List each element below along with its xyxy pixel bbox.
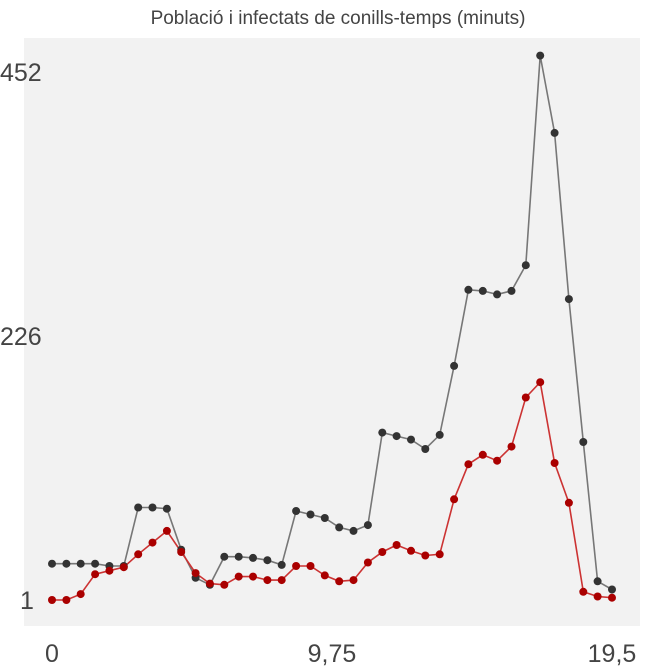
x-tick-label: 0	[45, 640, 59, 666]
series-1-point	[62, 559, 71, 568]
series-2-point	[363, 558, 372, 567]
series-1-point	[593, 577, 602, 586]
series-2-point	[205, 579, 214, 588]
series-2-point	[550, 459, 559, 467]
series-2-point	[464, 460, 473, 469]
series-1-point	[134, 503, 143, 512]
series-2-point	[177, 548, 186, 556]
series-1-point	[234, 552, 243, 561]
series-2-point	[608, 593, 616, 602]
series-2-point	[536, 378, 545, 387]
series-2-point	[76, 590, 85, 599]
series-2-point	[593, 592, 602, 601]
series-1-point	[521, 261, 530, 270]
series-2-point	[191, 569, 200, 578]
series-1-point	[220, 552, 229, 561]
series-1-point	[564, 295, 573, 304]
series-2-point	[564, 498, 573, 507]
chart-title: Població i infectats de conills-temps (m…	[151, 8, 526, 29]
series-1-line	[52, 55, 613, 591]
series-2-point	[507, 442, 516, 451]
series-2-point	[493, 456, 502, 465]
series-1-point	[378, 428, 387, 437]
series-2-point	[234, 572, 243, 581]
series-1-point	[421, 445, 430, 453]
series-2-point	[277, 576, 286, 585]
series-1-point	[263, 556, 272, 565]
series-2-point	[478, 450, 487, 459]
series-1-point	[162, 504, 171, 513]
series-2-point	[521, 393, 530, 402]
series-2-point	[378, 548, 387, 556]
series-2-point	[292, 562, 301, 570]
series-1-point	[48, 559, 56, 568]
series-1-point	[550, 128, 559, 137]
series-2-point	[335, 577, 344, 586]
series-1-point	[335, 523, 344, 532]
series-1-point	[277, 560, 286, 569]
series-1-point	[493, 290, 502, 299]
series-2-point	[148, 538, 157, 547]
series-1-point	[349, 526, 358, 535]
series-1-point	[306, 510, 315, 519]
series-2-point	[91, 570, 100, 579]
series-1-point	[464, 285, 473, 294]
series-1-point	[536, 51, 545, 60]
series-1-point	[407, 435, 415, 444]
y-tick-label: 452	[0, 59, 42, 87]
series-1-point	[392, 432, 401, 441]
series-1-point	[450, 361, 459, 370]
series-2-point	[421, 551, 430, 560]
series-2-point	[450, 495, 459, 504]
plot-area	[24, 38, 640, 626]
series-1-point	[507, 286, 516, 295]
series-2-point	[249, 572, 257, 581]
series-1-point	[91, 559, 100, 568]
series-1-point	[363, 521, 372, 530]
series-2-line	[52, 380, 613, 601]
series-2-point	[263, 576, 272, 585]
series-2-point	[435, 550, 444, 559]
series-2-point	[392, 541, 401, 549]
y-tick-label: 226	[0, 323, 42, 351]
series-2-point	[162, 526, 171, 535]
series-1-point	[249, 553, 257, 562]
series-2-point	[407, 546, 415, 555]
series-2-point	[119, 563, 128, 572]
series-2-point	[220, 580, 229, 589]
series-1-point	[292, 507, 301, 515]
series-1-point	[320, 514, 329, 522]
x-tick-label: 9,75	[308, 640, 357, 666]
series-2-point	[48, 596, 56, 604]
series-2-point	[134, 550, 143, 559]
x-tick-label: 19,5	[588, 640, 637, 666]
series-2-point	[62, 596, 71, 604]
series-1-point	[478, 286, 487, 295]
series-1-point	[608, 585, 616, 594]
series-2-point	[105, 566, 114, 575]
series-1-point	[435, 430, 444, 439]
series-2-point	[349, 576, 358, 585]
series-2-point	[579, 587, 588, 596]
series-2-point	[320, 571, 329, 580]
series-1-point	[148, 503, 157, 512]
series-1-point	[76, 559, 85, 568]
series-2-point	[306, 562, 315, 570]
y-tick-label: 1	[20, 587, 34, 615]
series-1-point	[579, 438, 588, 446]
